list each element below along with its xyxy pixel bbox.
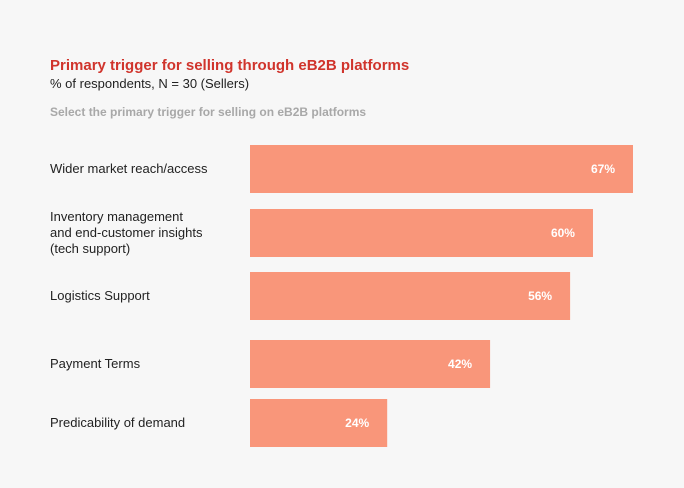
category-label-4: Payment Terms	[50, 356, 141, 371]
category-label-3: Logistics Support	[50, 288, 150, 303]
survey-question: Select the primary trigger for selling o…	[50, 105, 367, 119]
bar-1	[250, 145, 633, 193]
category-label-1: Wider market reach/access	[50, 161, 208, 176]
bar-2	[250, 209, 593, 257]
bar-value-label-5: 24%	[345, 416, 369, 430]
bar-value-label-1: 67%	[591, 162, 615, 176]
bar-value-label-3: 56%	[528, 289, 552, 303]
bar-5	[250, 399, 388, 447]
category-label-2: Inventory management and end-customer ins…	[50, 209, 203, 256]
chart-subtitle: % of respondents, N = 30 (Sellers)	[50, 76, 250, 91]
category-label-5: Predicability of demand	[50, 415, 185, 430]
bar-3	[250, 272, 571, 320]
bar-value-label-4: 42%	[448, 357, 472, 371]
bar-value-label-2: 60%	[551, 226, 575, 240]
bar-4	[250, 340, 491, 388]
chart-title: Primary trigger for selling through eB2B…	[50, 57, 410, 74]
